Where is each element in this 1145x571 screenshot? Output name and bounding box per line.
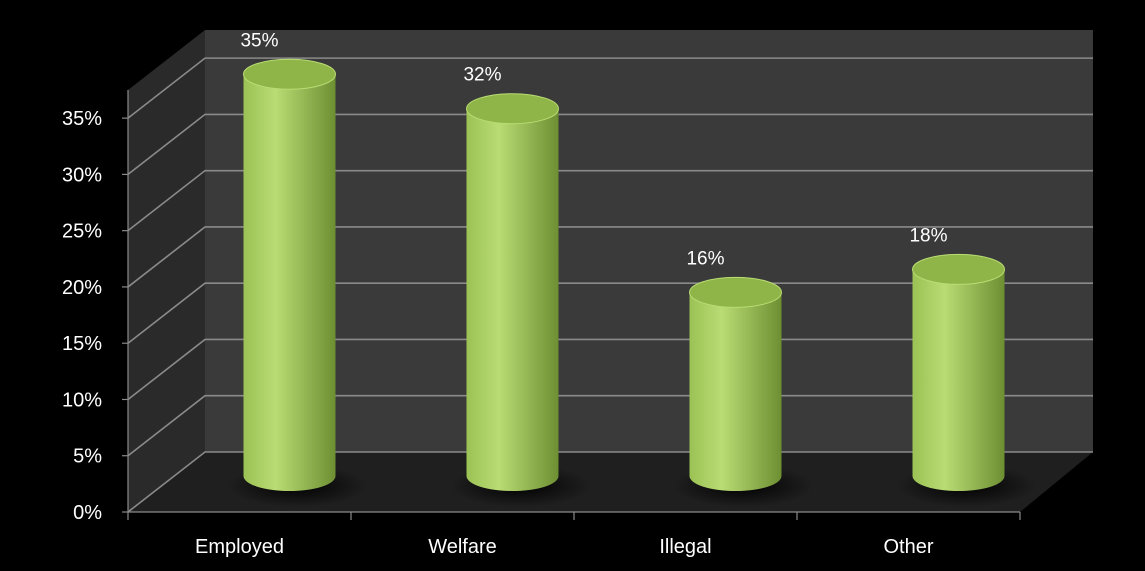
data-label: 18%	[909, 225, 947, 246]
data-label: 16%	[686, 248, 724, 269]
gridline	[127, 394, 1093, 457]
y-tick-label: 25%	[62, 221, 102, 243]
bars	[227, 58, 1037, 507]
data-label: 35%	[240, 30, 278, 51]
bar-top	[689, 276, 782, 308]
back-wall	[205, 30, 1093, 452]
gridline	[127, 338, 1093, 401]
y-tick-label: 10%	[62, 389, 102, 411]
floor	[128, 452, 1093, 512]
x-tick-label: Welfare	[428, 536, 497, 558]
bar-employed	[227, 58, 368, 507]
labels: 0% 5% 10% 15% 20% 25% 30% 35% 35% Employed 32% Welf…	[62, 30, 948, 558]
y-tick-label: 5%	[73, 446, 102, 468]
bar-other	[896, 253, 1037, 507]
x-tick-label: Illegal	[659, 536, 711, 558]
gridline	[127, 282, 1093, 344]
y-tick-label: 0%	[73, 502, 102, 524]
y-tick-label: 30%	[62, 164, 102, 186]
bar-illegal	[673, 276, 814, 507]
y-tick-label: 35%	[62, 108, 102, 130]
bar-top	[243, 58, 336, 90]
gridlines	[127, 57, 1093, 513]
bar	[243, 74, 336, 492]
axes	[122, 90, 1021, 520]
gridline	[127, 226, 1093, 288]
gridline	[127, 169, 1093, 232]
gridline	[127, 113, 1093, 176]
x-tick-label: Employed	[195, 536, 284, 558]
side-wall	[128, 30, 205, 512]
x-tick-label: Other	[883, 536, 933, 558]
bar	[466, 108, 559, 492]
data-label: 32%	[463, 65, 501, 86]
bar-welfare	[450, 93, 591, 507]
bar-top	[466, 93, 559, 125]
bar	[689, 292, 782, 491]
y-tick-label: 15%	[62, 333, 102, 355]
chart-walls	[128, 30, 1093, 512]
bar	[912, 269, 1005, 492]
y-tick-label: 20%	[62, 277, 102, 299]
gridline	[127, 57, 1093, 119]
bar-top	[912, 253, 1005, 285]
gridline	[127, 451, 1093, 513]
